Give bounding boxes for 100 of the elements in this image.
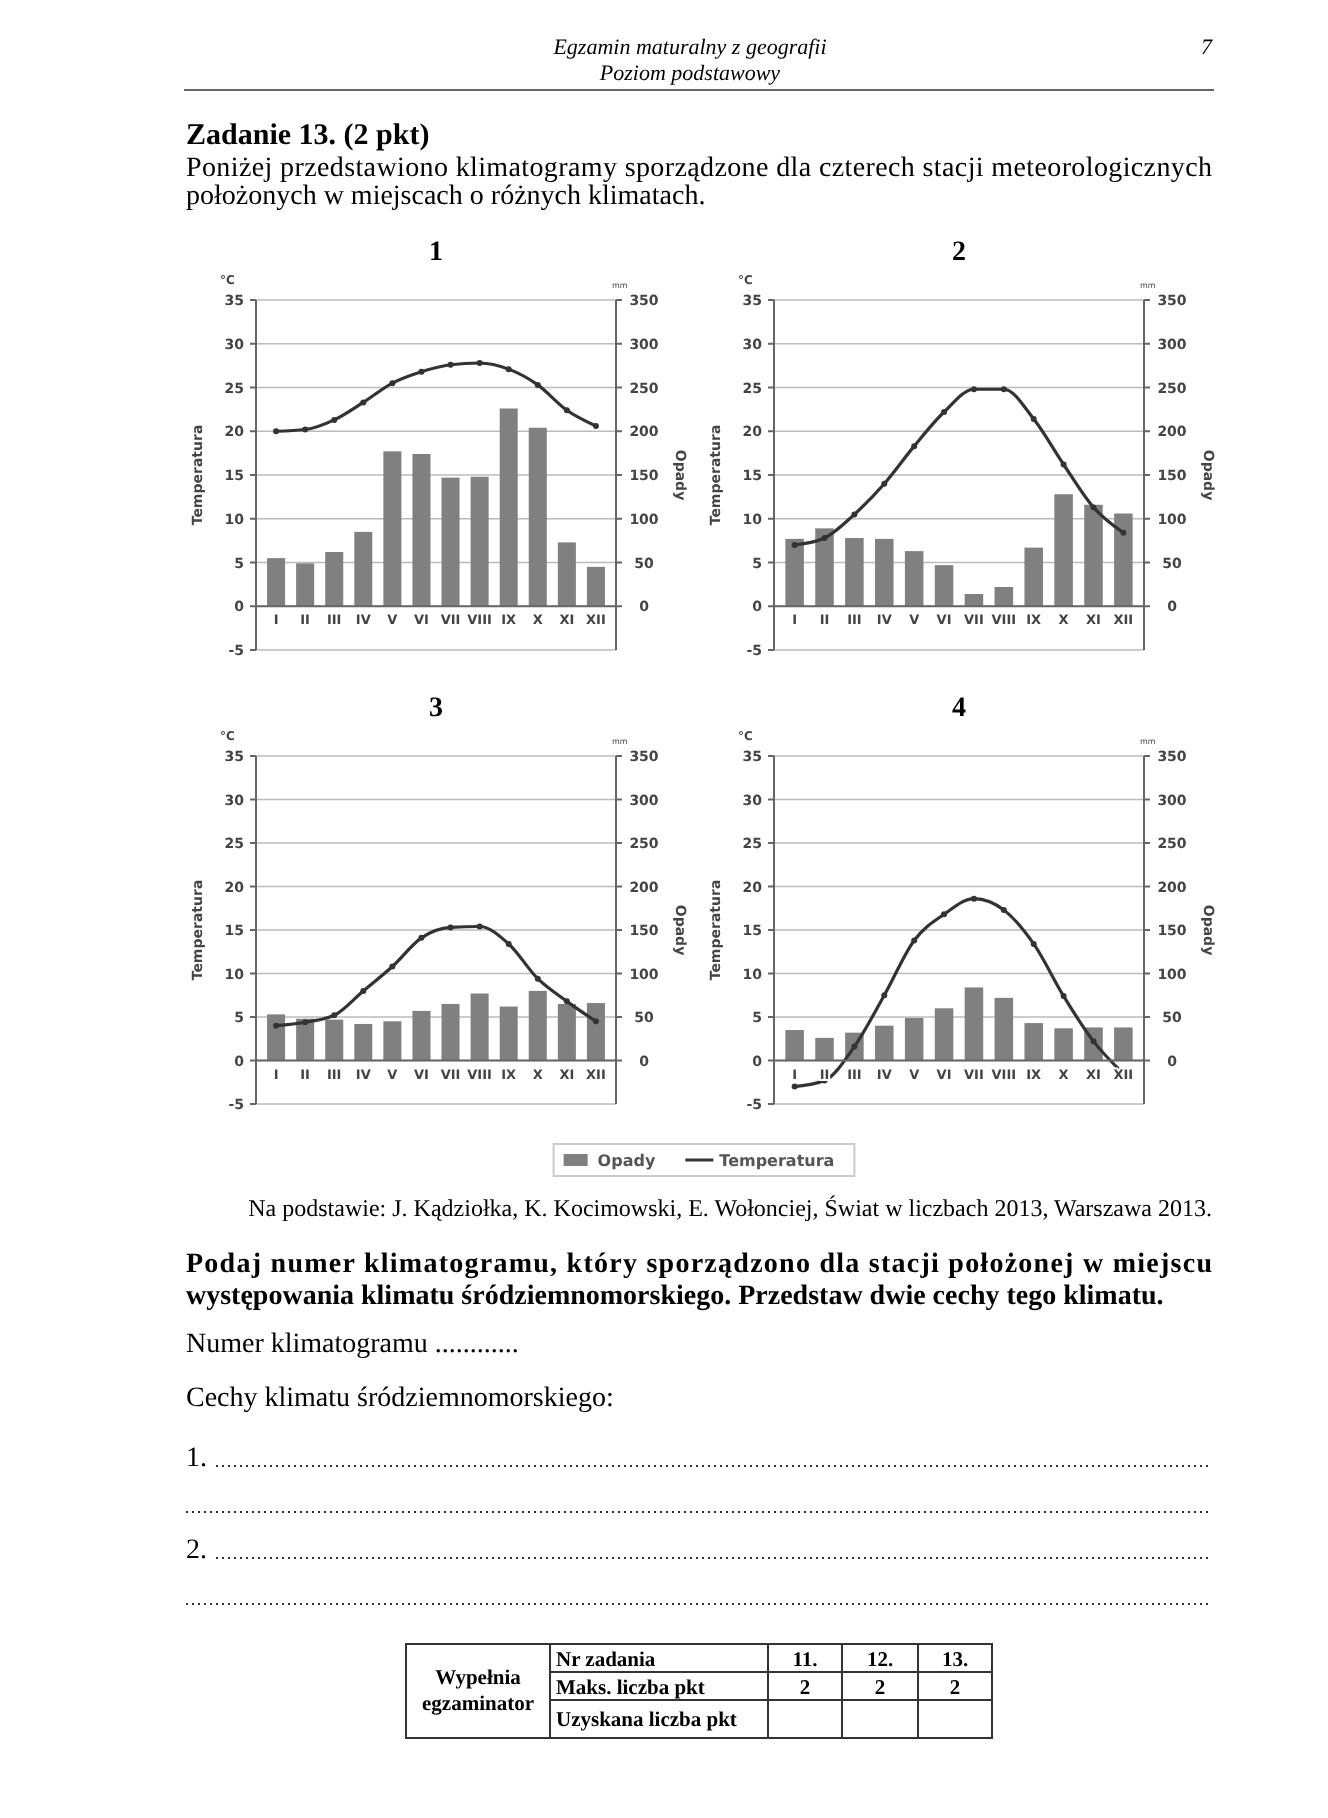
point (881, 992, 888, 999)
text: 13. (941, 1650, 969, 1672)
bar (383, 451, 402, 607)
text: Poniżej przedstawiono klimatogramy sporządzone dla czterech stacji meteorologicznych położonych w miejscach o różnych klimatach. (186, 154, 1212, 212)
point (476, 923, 483, 930)
bar (904, 551, 924, 607)
chart-title: 1 (429, 238, 443, 268)
bar (325, 552, 344, 607)
bar (815, 1037, 834, 1061)
text: Maks. liczba pkt (556, 1678, 706, 1700)
bar (904, 1017, 924, 1061)
bar (528, 990, 547, 1061)
point (1060, 461, 1067, 468)
bar (267, 1014, 286, 1061)
text: 2 (949, 1678, 961, 1700)
point (273, 1022, 280, 1029)
bar (441, 477, 460, 607)
point (851, 511, 858, 518)
bar (845, 538, 864, 607)
text: 2 (874, 1678, 886, 1700)
point (331, 1012, 338, 1019)
point (447, 924, 454, 931)
text: Cechy klimatu śródziemnomorskiego: (186, 1384, 614, 1414)
bar (412, 454, 431, 607)
bar (1084, 504, 1103, 607)
point (791, 1083, 798, 1090)
point (302, 1019, 309, 1026)
point (941, 911, 948, 918)
point (418, 934, 425, 941)
point (1090, 1038, 1097, 1045)
point (791, 542, 798, 548)
text: Podaj numer klimatogramu, który sporządzono dla stacji położonej w miejscu występowania klimatu śródziemnomorskiego. Przedstaw dwie cechy tego klimatu. (186, 1250, 1213, 1312)
bar (785, 1030, 804, 1061)
bar (441, 1003, 460, 1061)
point (592, 1018, 599, 1025)
line-series (273, 923, 599, 1029)
point (881, 480, 888, 487)
legend-label: Opady (597, 1152, 657, 1170)
point (970, 895, 977, 902)
point (911, 443, 918, 450)
point (1120, 529, 1127, 536)
chart-title: 3 (429, 694, 443, 724)
text: 7 (1201, 36, 1213, 60)
bar (1114, 1027, 1133, 1061)
point (360, 987, 367, 994)
chart-title: 4 (952, 694, 966, 724)
point (418, 368, 425, 375)
point (1030, 416, 1037, 422)
bar (875, 1025, 894, 1061)
bar (470, 476, 489, 607)
point (389, 963, 396, 970)
bar (1114, 513, 1133, 607)
text: Na podstawie: J. Kądziołka, K. Kocimowski, E. Wołonciej, Świat w liczbach 2013, Warszawa 2013. (248, 1194, 1212, 1222)
text: Nr zadania (556, 1650, 657, 1672)
bar (412, 1010, 431, 1061)
text: Zadanie 13. (2 pkt) (186, 120, 430, 152)
bar (994, 997, 1014, 1061)
point (273, 428, 280, 435)
bar (499, 1006, 518, 1061)
point (534, 381, 541, 388)
bar (528, 427, 547, 607)
bar (470, 993, 489, 1061)
point (505, 940, 512, 947)
point (534, 975, 541, 982)
point (821, 535, 828, 541)
bar (934, 565, 954, 607)
point (302, 426, 309, 433)
bar (354, 1023, 373, 1061)
text: Egzamin maturalny z geografii (551, 36, 827, 60)
text: 11. (792, 1650, 819, 1672)
line-series (273, 360, 599, 435)
point (505, 366, 512, 373)
bar (586, 566, 605, 607)
text: Poziom podstawowy (597, 62, 781, 86)
bar (557, 1003, 576, 1061)
bar (1054, 1028, 1073, 1061)
bar (557, 542, 576, 607)
bar (267, 558, 286, 607)
text: 1. (186, 1444, 207, 1474)
bar (1054, 494, 1073, 607)
point (563, 407, 570, 414)
bar (964, 987, 984, 1061)
text: 12. (866, 1650, 894, 1672)
point (331, 416, 338, 423)
bar (354, 531, 373, 607)
point (447, 361, 454, 368)
text: Numer klimatogramu ............ (186, 1330, 519, 1360)
point (1030, 940, 1037, 947)
bar (815, 528, 834, 607)
bar (785, 538, 804, 607)
point (563, 998, 570, 1005)
bar (296, 563, 315, 607)
point (1000, 906, 1007, 913)
point (476, 360, 483, 366)
point (389, 380, 396, 387)
bar (499, 408, 518, 607)
point (1090, 504, 1097, 511)
text: Wypełnia egzaminator (422, 1668, 535, 1716)
point (970, 386, 977, 393)
bar (383, 1021, 402, 1061)
